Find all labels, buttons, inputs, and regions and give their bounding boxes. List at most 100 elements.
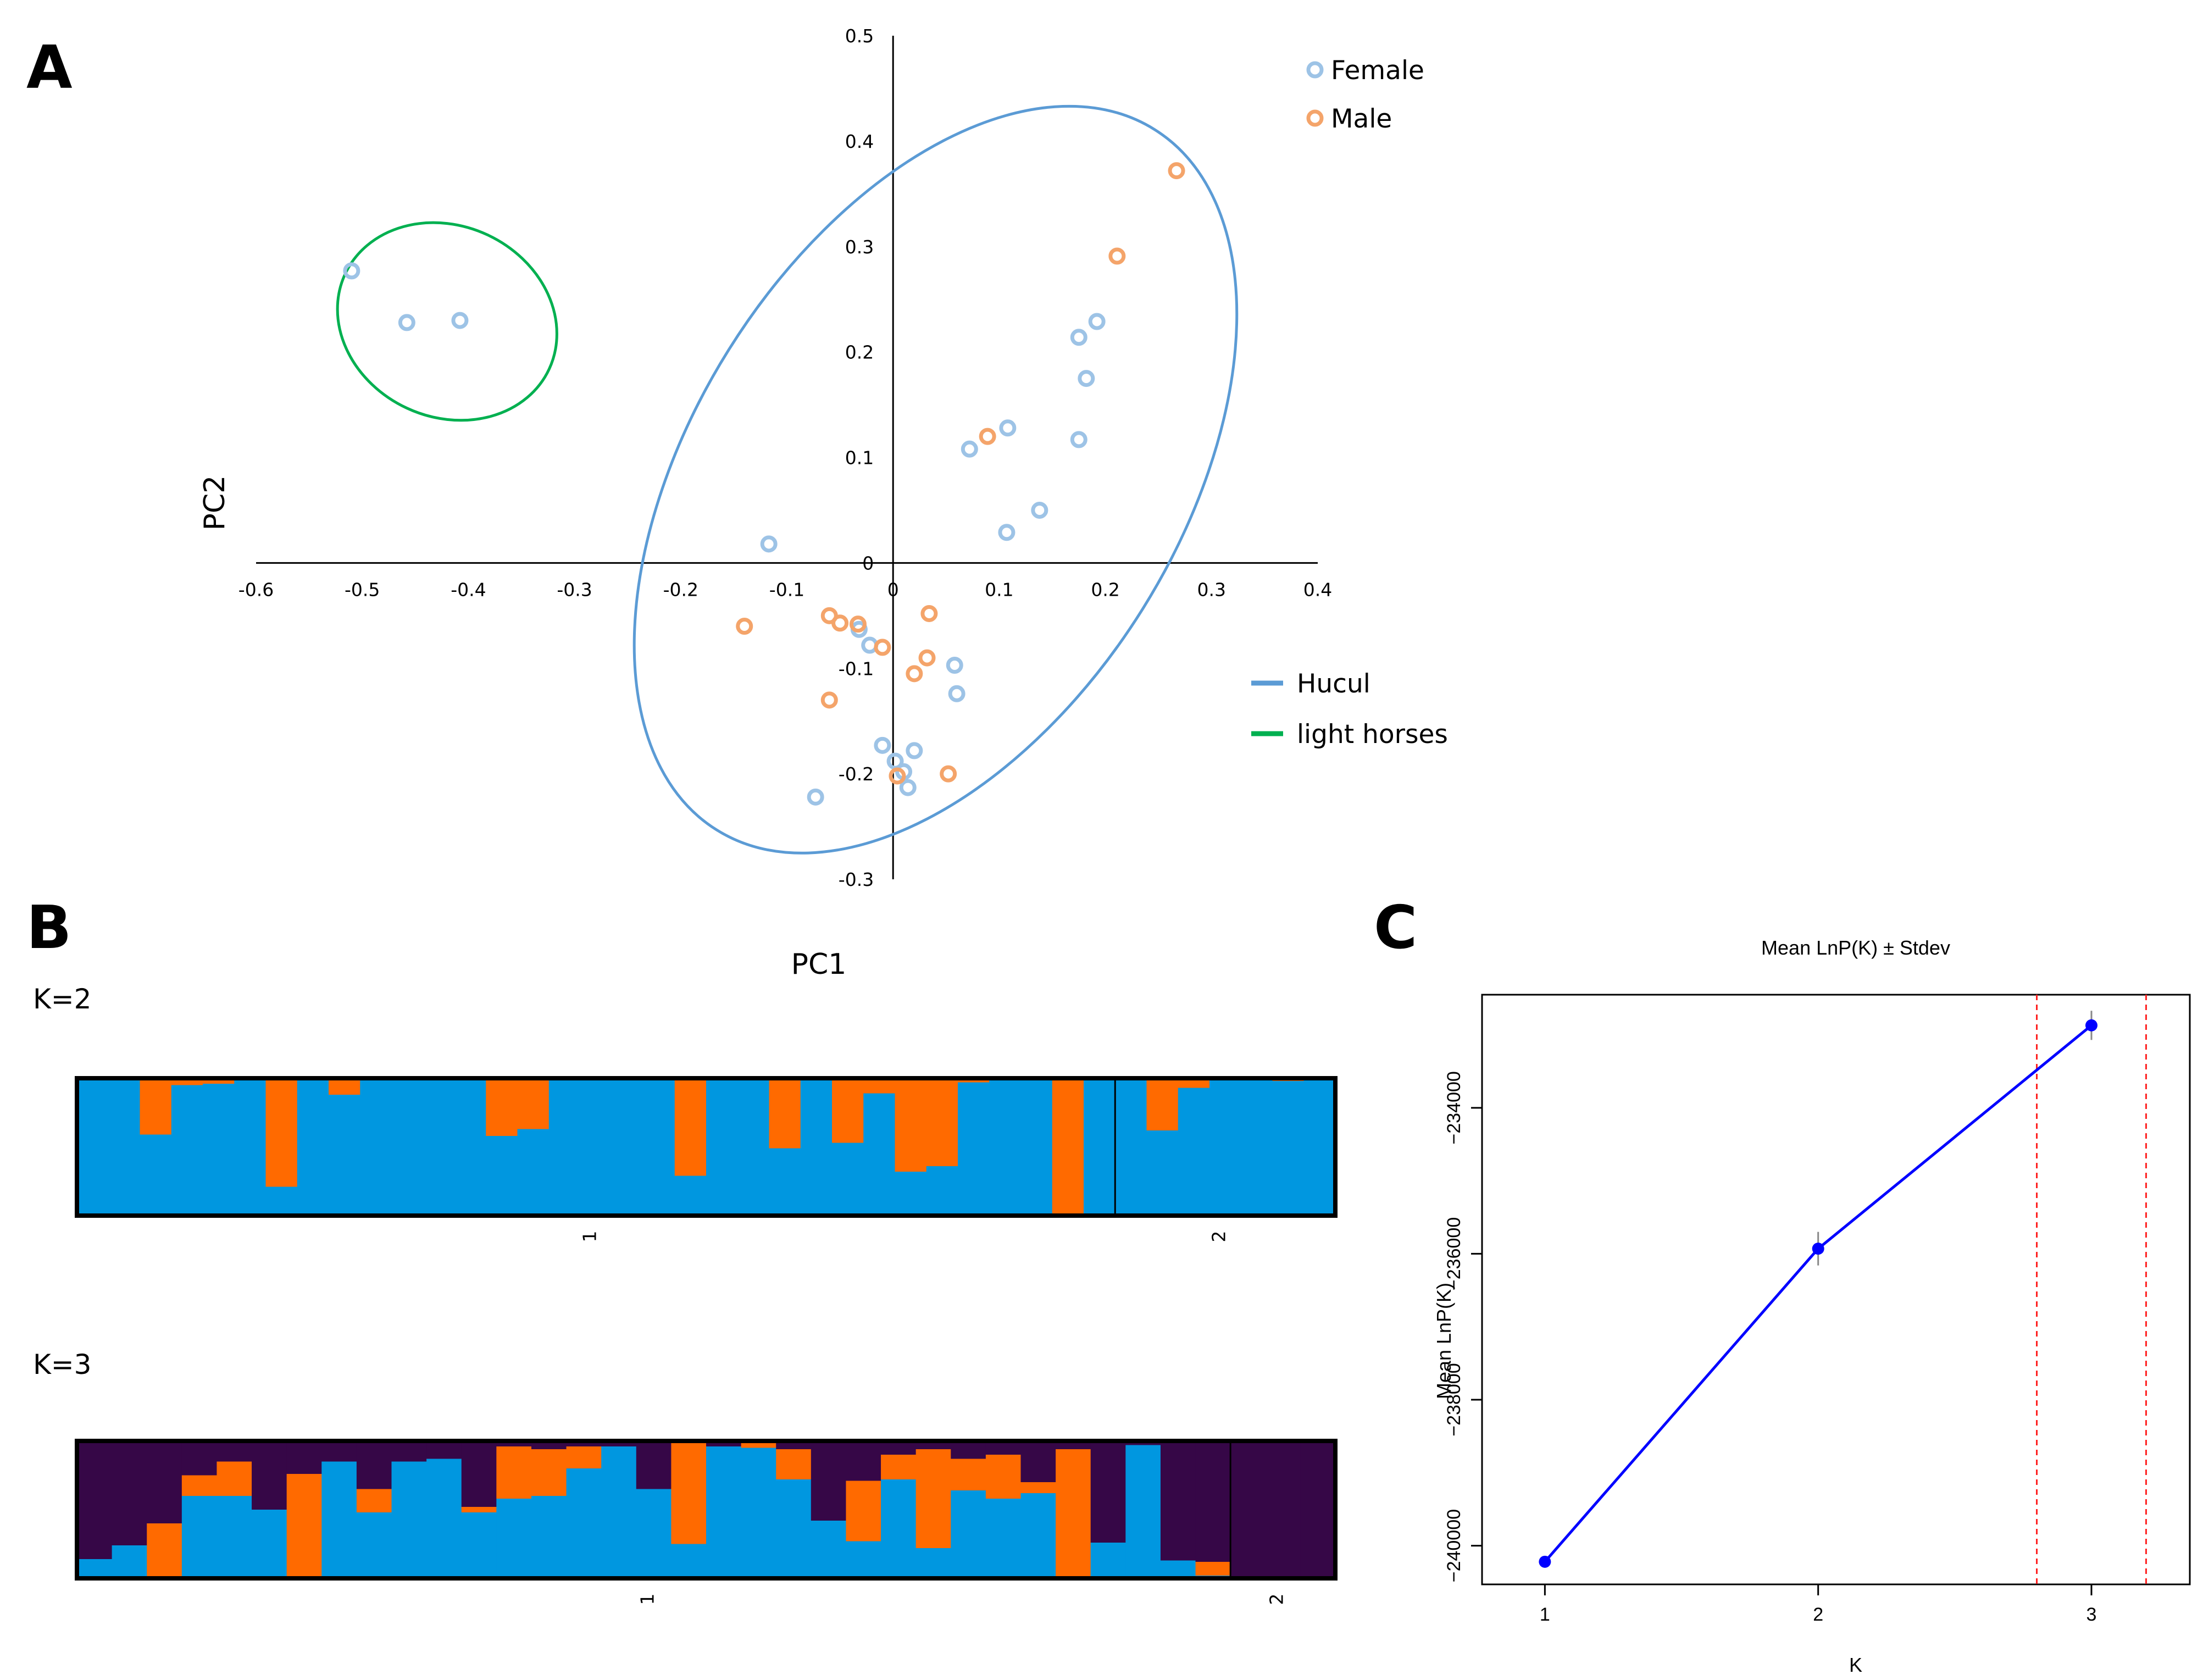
scatter-point-female — [760, 535, 778, 553]
bar-segment-blue — [461, 1512, 497, 1578]
bar-segment-purple — [1020, 1441, 1056, 1482]
bar-segment-orange — [832, 1078, 864, 1143]
bar-segment-blue — [297, 1078, 329, 1216]
bar-segment-blue — [426, 1459, 462, 1578]
bar-segment-orange — [846, 1481, 881, 1542]
pca-x-tick-label: -0.6 — [238, 579, 274, 600]
bar-segment-blue — [643, 1079, 675, 1216]
bar-segment-blue — [391, 1461, 427, 1578]
pca-y-tick-label: 0.3 — [845, 236, 874, 258]
bar-segment-orange — [531, 1449, 567, 1496]
x-tick-label: 2 — [1813, 1604, 1823, 1625]
scatter-point-female — [1088, 313, 1106, 330]
k2-label: K=2 — [33, 983, 92, 1015]
bar-segment-blue — [776, 1479, 812, 1578]
scatter-point-female — [1078, 370, 1095, 387]
scatter-point-male — [736, 618, 753, 635]
bar-segment-purple — [1160, 1441, 1196, 1561]
bar-segment-purple — [112, 1441, 147, 1545]
bar-segment-purple — [1265, 1441, 1301, 1578]
bar-segment-purple — [636, 1441, 672, 1489]
bar-segment-purple — [1195, 1441, 1231, 1562]
bar-segment-blue — [706, 1078, 738, 1216]
bar-segment-blue — [203, 1084, 235, 1216]
bar-segment-purple — [391, 1441, 427, 1462]
bar-segment-blue — [234, 1079, 267, 1216]
bar-segment-blue — [636, 1489, 672, 1578]
bar-segment-blue — [958, 1082, 990, 1216]
bar-segment-blue — [811, 1521, 847, 1578]
legend-marker-male — [1306, 109, 1324, 127]
pca-x-axis-label: PC1 — [791, 948, 847, 981]
scatter-point-female — [999, 419, 1017, 437]
bar-segment-purple — [356, 1441, 392, 1489]
pca-y-tick-label: 0.1 — [845, 447, 874, 469]
bar-segment-orange — [147, 1523, 182, 1578]
legend-label-female: Female — [1331, 56, 1424, 86]
x-tick-label: 3 — [2087, 1604, 2097, 1625]
scatter-point-female — [451, 312, 469, 329]
bar-segment-blue — [674, 1176, 707, 1216]
bar-segment-blue — [1209, 1078, 1241, 1216]
bar-segment-orange — [496, 1446, 532, 1499]
scatter-point-female — [899, 779, 917, 796]
bar-segment-purple — [601, 1441, 637, 1446]
scatter-point-male — [820, 691, 838, 709]
bar-segment-orange — [1020, 1482, 1056, 1493]
scatter-point-male — [979, 428, 996, 445]
bar-segment-orange — [915, 1449, 951, 1548]
bar-segment-blue — [1020, 1493, 1056, 1578]
bar-segment-orange — [776, 1449, 812, 1479]
bar-segment-blue — [951, 1490, 986, 1578]
bar-segment-purple — [181, 1441, 218, 1476]
group-label: 2 — [1266, 1594, 1288, 1605]
bar-segment-orange — [140, 1078, 172, 1135]
bar-segment-purple — [217, 1441, 252, 1462]
legend-label-male: Male — [1331, 104, 1392, 134]
bar-segment-blue — [915, 1548, 951, 1578]
bar-segment-purple — [496, 1441, 532, 1446]
scatter-point-female — [874, 736, 891, 754]
pca-legend: Female Male Hucul light horses — [1251, 56, 1448, 750]
scatter-point-male — [920, 605, 938, 622]
scatter-point-male — [889, 767, 906, 785]
evanno-plot-area: 1 2 3 −240000 −238000 −236000 −234000 — [1444, 994, 2191, 1625]
y-tick-label: −240000 — [1444, 1509, 1464, 1582]
pca-x-tick-label: 0.3 — [1197, 579, 1226, 600]
evanno-chart: Mean LnP(K) ± Stdev K Mean LnP(K) 1 2 3 −24… — [1433, 936, 2191, 1676]
bar-segment-purple — [951, 1441, 986, 1459]
bar-segment-orange — [1195, 1562, 1231, 1576]
bar-segment-purple — [77, 1441, 113, 1559]
scatter-point-male — [918, 649, 936, 667]
bar-segment-blue — [1241, 1078, 1273, 1216]
pca-x-tick-label: 0.2 — [1091, 579, 1119, 600]
bar-segment-blue — [671, 1544, 707, 1578]
bar-segment-orange — [1056, 1449, 1091, 1578]
evanno-x-axis-label: K — [1849, 1654, 1862, 1676]
bar-segment-blue — [1146, 1130, 1179, 1216]
pca-y-axis-label: PC2 — [198, 475, 231, 531]
bar-segment-blue — [1125, 1445, 1161, 1578]
bar-segment-orange — [1178, 1078, 1210, 1088]
bar-segment-blue — [846, 1541, 881, 1578]
evanno-frame — [1481, 994, 2191, 1585]
scatter-point-female — [807, 788, 824, 806]
scatter-point-female — [1070, 329, 1087, 346]
bar-segment-blue — [769, 1148, 801, 1216]
bar-segment-blue — [181, 1496, 218, 1578]
bar-segment-orange — [329, 1078, 360, 1095]
pca-x-tick-label: 0 — [887, 579, 899, 600]
y-tick-label: −236000 — [1444, 1217, 1464, 1290]
bar-segment-blue — [360, 1078, 392, 1216]
scatter-point-female — [998, 524, 1016, 541]
bar-segment-blue — [77, 1078, 109, 1216]
bar-segment-orange — [769, 1078, 801, 1149]
bar-segment-purple — [846, 1441, 881, 1481]
x-tick-label: 1 — [1540, 1604, 1550, 1625]
bar-segment-orange — [671, 1441, 707, 1544]
bar-segment-orange — [286, 1474, 322, 1578]
k3-label: K=3 — [33, 1349, 92, 1380]
